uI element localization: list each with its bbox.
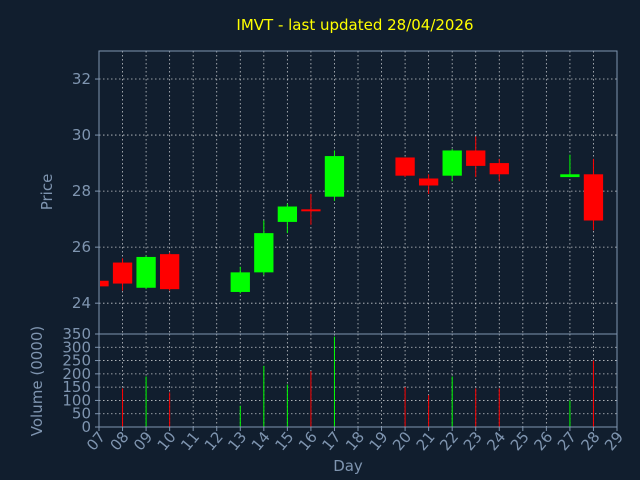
candle-body [301,209,321,212]
x-tick-label: 26 [530,428,556,454]
price-tick-label: 24 [72,294,91,312]
candle-body [324,156,345,197]
price-y-ticks: 24 26 28 30 32 [72,70,99,312]
volume-tick-label: 100 [62,391,91,409]
price-tick-label: 26 [72,238,91,256]
volume-tick-label: 300 [62,338,91,356]
price-tick-label: 30 [72,126,91,144]
chart-title: IMVT - last updated 28/04/2026 [236,16,473,34]
volume-tick-label: 250 [62,352,91,370]
volume-tick-label: 50 [72,405,91,423]
x-tick-label: 18 [342,428,368,454]
x-tick-label: 22 [436,428,462,454]
x-tick-label: 12 [201,428,227,454]
candle-body [418,178,439,186]
x-tick-label: 15 [271,428,297,454]
candle-body [560,174,580,178]
x-tick-label: 20 [389,428,415,454]
x-axis-label: Day [333,457,363,475]
volume-bars [122,336,594,427]
x-tick-label: 09 [130,428,156,454]
x-tick-label: 28 [577,428,603,454]
x-tick-label: 24 [483,428,509,454]
candle-body [395,157,415,176]
x-tick-label: 08 [107,428,133,454]
x-tick-label: 29 [601,428,627,454]
price-grid [99,51,617,334]
candle-body [442,150,462,176]
price-panel: 24 26 28 30 32 [72,50,618,335]
x-axis-ticks: 0708091011121314151617181920212223242526… [83,427,627,454]
x-tick-label: 13 [224,428,250,454]
x-tick-label: 25 [507,428,533,454]
x-tick-label: 10 [154,428,180,454]
volume-frame [98,333,618,428]
x-tick-label: 21 [413,428,439,454]
candle-body [583,174,604,221]
x-tick-label: 23 [460,428,486,454]
volume-tick-label: 0 [81,418,91,436]
candle-body [254,233,274,273]
price-tick-label: 28 [72,182,91,200]
candle-body [136,256,156,288]
volume-tick-label: 150 [62,378,91,396]
candle-body [489,163,509,175]
x-tick-label: 17 [318,428,344,454]
x-tick-label: 14 [248,428,274,454]
price-candles [98,136,604,294]
volume-tick-label: 200 [62,365,91,383]
candle-body [159,254,180,290]
candle-body [466,150,486,166]
x-tick-label: 19 [366,428,392,454]
price-tick-label: 32 [72,70,91,88]
x-tick-label: 16 [295,428,321,454]
candle-body [112,262,133,284]
candle-body [277,206,298,222]
volume-axis-label: Volume (0000) [28,326,46,436]
price-axis-label: Price [38,174,56,211]
volume-grid [99,334,617,427]
candle-body [100,280,109,287]
volume-tick-label: 350 [62,325,91,343]
candle-body [230,272,250,292]
x-tick-label: 11 [177,428,203,454]
x-tick-label: 27 [554,428,580,454]
